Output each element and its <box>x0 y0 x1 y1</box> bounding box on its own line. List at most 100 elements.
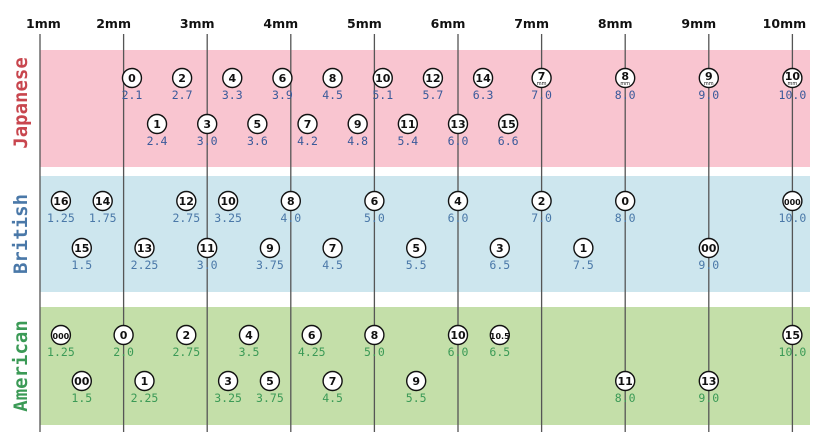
size-circle <box>573 237 594 259</box>
system-label-japanese: Japanese <box>10 57 32 149</box>
size-number: 16 <box>53 195 69 208</box>
size-number: 3 <box>224 375 232 388</box>
size-circle <box>272 67 293 89</box>
size-unit: mm <box>788 81 798 87</box>
mm-grid-lines <box>39 34 794 432</box>
size-circle <box>238 324 260 346</box>
size-circle <box>71 237 93 259</box>
size-circle <box>259 370 281 392</box>
size-marker: 22.75 <box>172 324 200 359</box>
system-label-british: British <box>10 194 32 274</box>
size-number: 7 <box>329 242 337 255</box>
mm-value: 5.4 <box>397 134 418 148</box>
size-number: 4 <box>228 72 236 85</box>
mm-value: 10.0 <box>779 345 807 359</box>
size-circle <box>217 370 239 392</box>
size-unit: mm <box>620 81 630 87</box>
size-marker: 118.0 <box>615 370 636 405</box>
size-number: 12 <box>425 72 440 85</box>
size-marker: 84.0 <box>280 190 301 225</box>
size-marker: 009.0 <box>698 237 719 272</box>
size-number: 11 <box>400 118 415 131</box>
mm-value: 6.0 <box>448 345 469 359</box>
mm-label-2: 2mm <box>96 16 131 31</box>
size-circle <box>92 190 113 212</box>
size-number: 6 <box>279 72 287 85</box>
size-circle <box>217 190 239 212</box>
size-number: 13 <box>450 118 465 131</box>
size-marker: 125.7 <box>423 67 443 102</box>
size-number: 6 <box>371 195 379 208</box>
size-marker: 33.25 <box>214 370 242 405</box>
mm-value: 1.25 <box>47 211 75 225</box>
size-circle <box>447 113 469 135</box>
size-circle <box>322 237 343 259</box>
size-circle <box>176 190 197 212</box>
mm-value: 3.25 <box>214 211 242 225</box>
size-marker: 136.0 <box>447 113 469 148</box>
mm-value: 1.75 <box>89 211 117 225</box>
mm-scale-labels: 1mm 2mm 3mm 4mm 5mm 6mm 7mm 8mm 9mm 10mm <box>26 16 806 31</box>
size-circle <box>280 190 301 212</box>
size-number: 2 <box>178 72 186 85</box>
size-marker: 001.5 <box>71 370 92 405</box>
mm-value: 6.0 <box>448 211 469 225</box>
size-circle <box>176 324 197 346</box>
size-marker: 55.5 <box>406 237 427 272</box>
size-circle <box>615 370 636 392</box>
size-circle <box>615 67 636 89</box>
size-circle <box>247 113 268 135</box>
size-marker: 46.0 <box>448 190 469 225</box>
mm-value: 5.0 <box>364 211 385 225</box>
size-number: 8 <box>329 72 337 85</box>
size-number: 1 <box>580 242 588 255</box>
size-circle <box>297 113 318 135</box>
mm-label-7: 7mm <box>514 16 549 31</box>
size-marker: 65.0 <box>364 190 385 225</box>
size-number: 7 <box>329 375 337 388</box>
size-number: 5 <box>266 375 274 388</box>
size-number: 9 <box>412 375 420 388</box>
size-marker: 22.7 <box>172 67 193 102</box>
size-circle <box>364 324 385 346</box>
mm-value: 7.0 <box>531 211 552 225</box>
size-number: 2 <box>182 329 190 342</box>
size-marker: 105.1 <box>372 67 393 102</box>
mm-value: 7.5 <box>573 258 594 272</box>
size-marker: 27.0 <box>531 190 552 225</box>
mm-value: 3.75 <box>256 391 284 405</box>
mm-value: 4.5 <box>322 391 343 405</box>
mm-value: 10.0 <box>779 88 807 102</box>
size-markers: 02.122.743.363.984.5105.1125.7146.37mm7.… <box>47 67 807 405</box>
size-number: 8 <box>371 329 379 342</box>
mm-value: 4.2 <box>297 134 318 148</box>
size-marker: 95.5 <box>406 370 427 405</box>
size-number: 10 <box>785 70 801 83</box>
size-circle <box>406 237 427 259</box>
mm-value: 2.75 <box>172 345 200 359</box>
mm-value: 6.6 <box>498 134 519 148</box>
size-unit: mm <box>704 81 714 87</box>
mm-value: 4.5 <box>322 88 343 102</box>
size-circle <box>489 324 510 346</box>
size-circle <box>397 113 419 135</box>
size-number: 00 <box>74 375 90 388</box>
size-number: 15 <box>501 118 516 131</box>
mm-value: 3.9 <box>272 88 293 102</box>
mm-value: 2.4 <box>147 134 168 148</box>
japanese-band <box>40 50 810 167</box>
size-number: 0 <box>128 72 136 85</box>
size-number: 11 <box>200 242 215 255</box>
mm-label-5: 5mm <box>347 16 382 31</box>
mm-value: 4.0 <box>280 211 301 225</box>
size-number: 14 <box>95 195 111 208</box>
size-number: 14 <box>475 72 491 85</box>
size-number: 3 <box>203 118 211 131</box>
size-marker: 43.5 <box>238 324 260 359</box>
mm-value: 2.25 <box>131 391 159 405</box>
size-number: 10 <box>220 195 236 208</box>
bands <box>40 50 810 425</box>
size-marker: 74.2 <box>297 113 318 148</box>
